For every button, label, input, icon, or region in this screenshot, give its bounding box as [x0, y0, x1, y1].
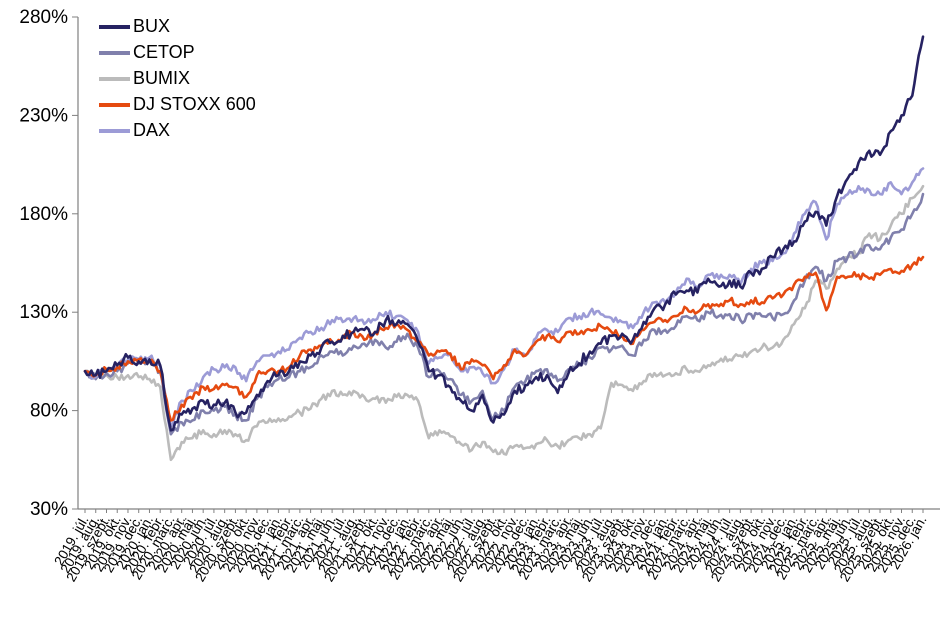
legend-item-cetop: CETOP — [99, 43, 256, 62]
legend-label-dj-stoxx-600: DJ STOXX 600 — [133, 94, 256, 114]
legend-label-dax: DAX — [133, 120, 171, 140]
legend-swatch-dax — [99, 128, 130, 133]
legend-label-bumix: BUMIX — [133, 68, 191, 88]
series-line-cetop — [83, 192, 925, 436]
y-axis-label: 280% — [19, 7, 68, 28]
legend-item-bumix: BUMIX — [99, 69, 256, 88]
legend-swatch-bux — [99, 24, 130, 29]
legend-label-cetop: CETOP — [133, 42, 195, 62]
y-axis-label: 130% — [19, 302, 68, 323]
legend-item-bux: BUX — [99, 17, 256, 36]
legend: BUX CETOP BUMIX DJ STOXX 600 DAX — [99, 17, 256, 140]
y-axis-label: 230% — [19, 105, 68, 126]
y-axis-label: 30% — [30, 499, 68, 520]
series-line-bumix — [83, 184, 925, 462]
y-axis-label: 180% — [19, 204, 68, 225]
legend-swatch-bumix — [99, 76, 130, 81]
legend-swatch-cetop — [99, 50, 130, 55]
legend-label-bux: BUX — [133, 16, 171, 36]
series-line-dj-stoxx-600 — [83, 255, 925, 422]
y-axis-label: 80% — [30, 401, 68, 422]
series-line-dax — [83, 167, 925, 428]
legend-item-dax: DAX — [99, 121, 256, 140]
legend-swatch-dj-stoxx-600 — [99, 102, 130, 107]
series-line-bux — [83, 35, 925, 432]
legend-item-dj-stoxx-600: DJ STOXX 600 — [99, 95, 256, 114]
